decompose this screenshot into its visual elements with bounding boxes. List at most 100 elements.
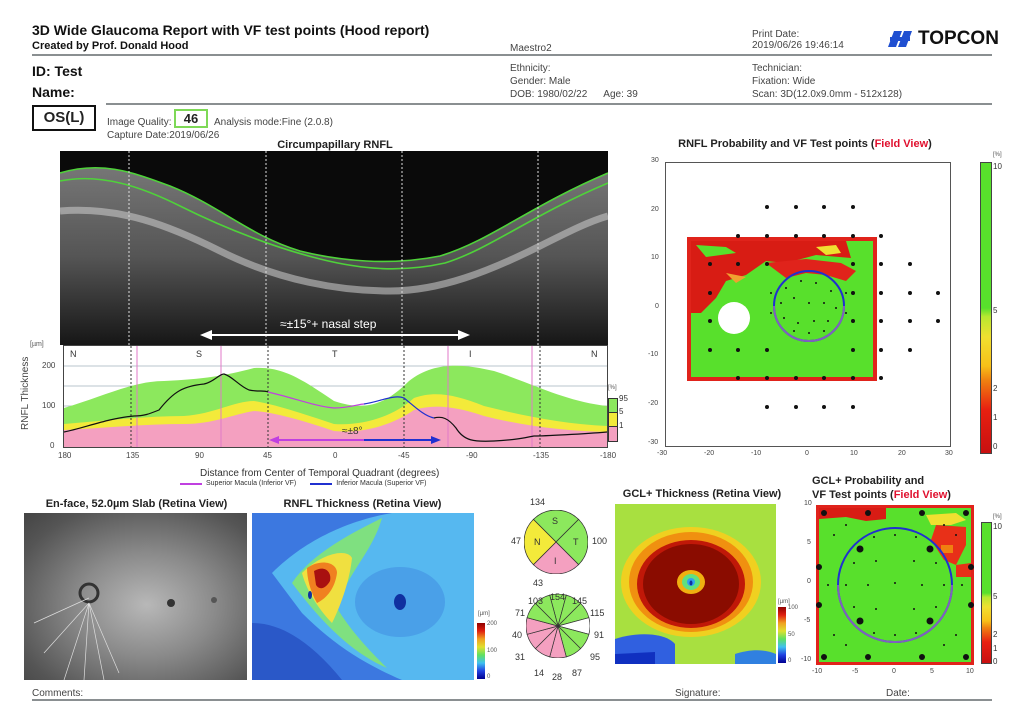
percentile-95: 95 bbox=[619, 394, 628, 403]
quadrant-pie-graphic bbox=[523, 509, 589, 575]
gcl-field-probability-scale bbox=[981, 522, 992, 664]
rnfl-field-graphic bbox=[687, 205, 940, 409]
gcl-field-xticks: -10 -5 0 5 10 bbox=[812, 668, 974, 675]
quadrant-label-i: I bbox=[469, 349, 472, 359]
rnfl-map-scale-100: 100 bbox=[487, 648, 498, 654]
percentile-1: 1 bbox=[619, 421, 624, 430]
print-date: 2019/06/26 19:46:14 bbox=[752, 40, 844, 51]
enface-title: En-face, 52.0µm Slab (Retina View) bbox=[45, 498, 228, 510]
patient-demographics: Ethnicity: Gender: Male DOB: 1980/02/22 A… bbox=[510, 62, 638, 101]
gcl-map-scale-50: 50 bbox=[788, 632, 795, 638]
clock-value-11: 103 bbox=[528, 596, 544, 606]
gcl-map-scale-unit: [µm] bbox=[778, 599, 790, 605]
enface-image bbox=[24, 513, 247, 680]
gcl-field-scale-unit: [%] bbox=[993, 514, 1002, 520]
quadrant-label-i: I bbox=[554, 556, 557, 566]
clock-hour-pie-graphic bbox=[525, 593, 591, 659]
clock-hour-pie-chart bbox=[525, 593, 591, 659]
patient-id: ID: Test bbox=[32, 63, 83, 79]
topcon-logo: TOPCON bbox=[888, 28, 999, 50]
rnfl-thickness-map-title: RNFL Thickness (Retina View) bbox=[283, 498, 442, 510]
gender: Gender: Male bbox=[510, 76, 571, 87]
brand-name: TOPCON bbox=[918, 28, 999, 49]
clock-value-1: 145 bbox=[572, 596, 588, 606]
quadrant-pie-chart: S T I N bbox=[523, 509, 589, 575]
capture-date: Capture Date:2019/06/26 bbox=[107, 130, 220, 141]
enface-graphic bbox=[33, 582, 217, 680]
dob: DOB: 1980/02/22 bbox=[510, 89, 588, 100]
clock-value-9: 40 bbox=[512, 630, 523, 640]
rnfl-plot-xlabel: Distance from Center of Temporal Quadran… bbox=[200, 468, 440, 479]
gcl-field-yticks: 10 5 0 -5 -10 bbox=[801, 500, 812, 663]
clock-value-2: 115 bbox=[590, 608, 605, 618]
quadrant-value-right: 100 bbox=[592, 536, 608, 546]
quadrant-label-s: S bbox=[552, 516, 559, 526]
rnfl-map-colorbar bbox=[477, 623, 485, 679]
rnfl-plot-legend: Superior Macula (Inferior VF) Inferior M… bbox=[180, 480, 427, 487]
topcon-mark-icon bbox=[888, 31, 912, 47]
print-date-block: Print Date: 2019/06/26 19:46:14 bbox=[752, 29, 844, 51]
patient-divider bbox=[106, 103, 992, 105]
rnfl-map-scale-200: 200 bbox=[487, 621, 498, 627]
clock-value-8: 31 bbox=[515, 652, 526, 662]
rnfl-map-scale-0: 0 bbox=[487, 674, 491, 680]
fixation: Fixation: Wide bbox=[752, 76, 816, 87]
rnfl-map-scale-unit: [µm] bbox=[478, 611, 490, 617]
rnfl-field-plot bbox=[665, 162, 951, 447]
scale-label-1: 1 bbox=[993, 413, 998, 422]
percentile-5: 5 bbox=[619, 407, 624, 416]
gcl-scale-0: 0 bbox=[993, 657, 998, 666]
quadrant-label-t: T bbox=[332, 349, 338, 359]
signature-label: Signature: bbox=[675, 688, 721, 699]
gcl-field-graphic bbox=[816, 508, 974, 662]
print-date-label: Print Date: bbox=[752, 29, 800, 40]
scale-label-0: 0 bbox=[993, 442, 998, 451]
clock-value-5: 87 bbox=[572, 668, 583, 678]
gcl-thickness-map bbox=[615, 504, 776, 664]
quadrant-label-n1: N bbox=[70, 349, 77, 359]
xtick: 45 bbox=[263, 451, 272, 460]
rnfl-field-scale-unit: [%] bbox=[993, 152, 1002, 158]
gcl-scale-1: 1 bbox=[993, 644, 998, 653]
gcl-map-scale-0: 0 bbox=[788, 658, 792, 664]
xtick: -90 bbox=[466, 451, 478, 460]
bscan-annotation: ≈±15°+ nasal step bbox=[280, 317, 377, 331]
rnfl-field-xticks: -30 -20 -10 0 10 20 30 bbox=[657, 450, 953, 457]
scale-label-5: 5 bbox=[993, 306, 998, 315]
rnfl-plot-xticks: 180 135 90 45 0 -45 -90 -135 -180 bbox=[58, 451, 618, 463]
quadrant-value-left: 47 bbox=[511, 536, 522, 546]
ytick-100: 100 bbox=[42, 401, 56, 410]
bscan-title: Circumpapillary RNFL bbox=[277, 139, 393, 151]
legend-swatch-superior bbox=[180, 482, 202, 485]
rnfl-plot-unit: [µm] bbox=[30, 341, 44, 348]
scan-params: Scan: 3D(12.0x9.0mm - 512x128) bbox=[752, 89, 903, 100]
legend-inferior: Inferior Macula (Superior VF) bbox=[336, 480, 427, 487]
oct-bscan-graphic bbox=[60, 151, 608, 345]
date-label: Date: bbox=[886, 688, 910, 699]
ethnicity: Ethnicity: bbox=[510, 63, 551, 74]
header-divider bbox=[32, 54, 992, 56]
age: Age: 39 bbox=[603, 89, 638, 100]
scale-label-10: 10 bbox=[993, 162, 1002, 171]
percentile-band-pink bbox=[608, 426, 618, 442]
gcl-field-view-label: Field View bbox=[893, 489, 948, 501]
rnfl-plot-annotation: ≈±8° bbox=[342, 426, 363, 437]
image-quality-label: Image Quality: bbox=[107, 117, 172, 128]
rnfl-field-probability-scale bbox=[980, 162, 992, 454]
xtick: 180 bbox=[58, 451, 72, 460]
legend-swatch-inferior bbox=[310, 482, 333, 485]
clock-value-6: 28 bbox=[552, 672, 563, 682]
xtick: 0 bbox=[333, 451, 338, 460]
xtick: 90 bbox=[195, 451, 204, 460]
eye-laterality-badge: OS(L) bbox=[32, 105, 96, 131]
percentile-scale-unit: [%] bbox=[608, 385, 617, 391]
gcl-scale-10: 10 bbox=[993, 522, 1002, 531]
gcl-scale-5: 5 bbox=[993, 592, 998, 601]
legend-superior: Superior Macula (Inferior VF) bbox=[206, 480, 297, 487]
gcl-map-title: GCL+ Thickness (Retina View) bbox=[622, 488, 782, 500]
gcl-map-scale-100: 100 bbox=[788, 605, 799, 611]
patient-name: Name: bbox=[32, 84, 75, 100]
gcl-map-colorbar bbox=[778, 607, 786, 663]
analysis-mode: Analysis mode:Fine (2.0.8) bbox=[214, 117, 333, 128]
footer-divider bbox=[32, 699, 992, 701]
